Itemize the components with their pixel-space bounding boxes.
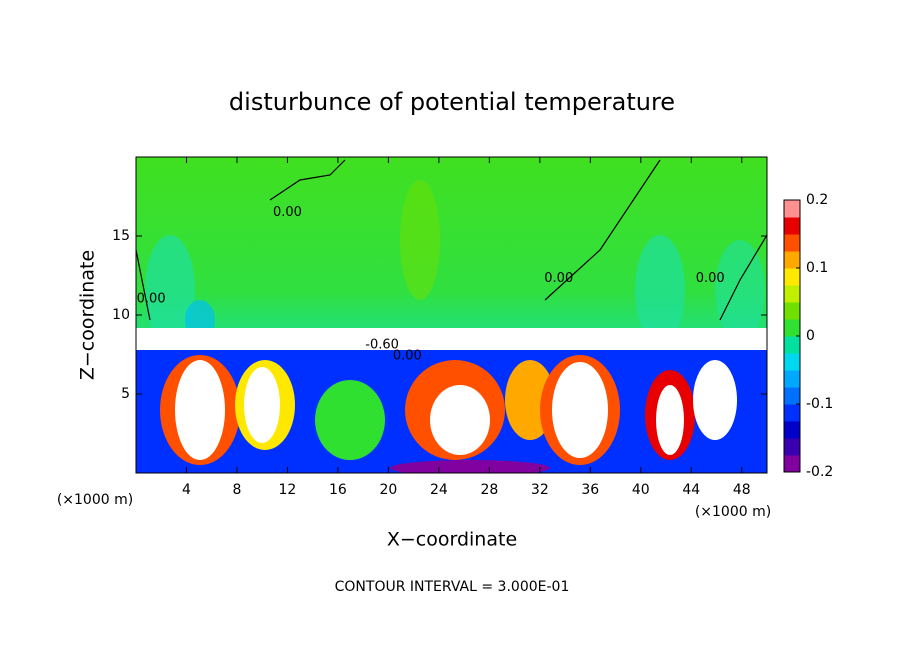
x-tick-label: 40 — [632, 482, 650, 498]
field-blob — [315, 380, 385, 460]
colorbar-swatch — [784, 302, 800, 320]
field-blob — [390, 460, 550, 473]
colorbar-swatch — [784, 336, 800, 354]
y-axis-label: Z−coordinate — [77, 250, 99, 380]
x-tick-label: 20 — [379, 482, 397, 498]
field-blob — [715, 240, 765, 340]
contour-label: 0.00 — [137, 292, 166, 307]
y-tick-label: 5 — [121, 386, 130, 402]
x-tick-label: 4 — [182, 482, 191, 498]
x-tick-label: 36 — [581, 482, 599, 498]
colorbar-swatch — [784, 455, 800, 473]
colorbar-swatch — [784, 421, 800, 439]
y-unit-label: (×1000 m) — [57, 492, 133, 508]
contour-line — [136, 159, 767, 321]
colorbar-swatch — [784, 268, 800, 286]
colorbar-swatch — [784, 370, 800, 388]
colorbar-swatch — [784, 319, 800, 337]
contour-label: 0.00 — [273, 205, 302, 220]
contour-label: 0.00 — [393, 349, 422, 364]
field-blob — [175, 360, 225, 460]
inversion-band — [136, 328, 767, 350]
x-tick-label: 24 — [430, 482, 448, 498]
x-tick-label: 8 — [232, 482, 241, 498]
x-axis-label: X−coordinate — [387, 529, 517, 551]
y-tick-label: 10 — [112, 307, 130, 323]
x-unit-label: (×1000 m) — [695, 504, 771, 520]
colorbar-tick-label: 0.2 — [806, 192, 828, 208]
chart-title: disturbunce of potential temperature — [229, 88, 675, 116]
x-tick-label: 44 — [682, 482, 700, 498]
x-tick-label: 16 — [329, 482, 347, 498]
colorbar-tick-label: 0 — [806, 328, 815, 344]
contour-label: 0.00 — [696, 271, 725, 286]
colorbar-tick-label: -0.1 — [806, 396, 833, 412]
x-tick-label: 28 — [480, 482, 498, 498]
colorbar-swatch — [784, 234, 800, 252]
field-blob — [635, 235, 685, 345]
field-blob — [145, 235, 195, 345]
colorbar-swatch — [784, 217, 800, 235]
colorbar-swatch — [784, 251, 800, 269]
x-tick-label: 12 — [279, 482, 297, 498]
field-blob — [693, 360, 737, 440]
field-blob — [430, 385, 490, 455]
y-tick-label: 15 — [112, 228, 130, 244]
field-blob — [552, 362, 608, 458]
field-blob — [656, 385, 684, 455]
colorbar-swatch — [784, 353, 800, 371]
colorbar-swatch — [784, 200, 800, 218]
field — [136, 157, 767, 473]
colorbar-swatch — [784, 438, 800, 456]
contour-label: 0.00 — [544, 271, 573, 286]
x-tick-label: 48 — [733, 482, 751, 498]
colorbar-tick-label: -0.2 — [806, 464, 833, 480]
colorbar-swatch — [784, 387, 800, 405]
colorbar-swatch — [784, 404, 800, 422]
field-blob — [400, 180, 440, 300]
colorbar-swatch — [784, 285, 800, 303]
x-tick-label: 32 — [531, 482, 549, 498]
footer-note: CONTOUR INTERVAL = 3.000E-01 — [335, 579, 570, 595]
contour-label: -0.60 — [365, 338, 399, 353]
field-blob — [244, 367, 280, 443]
colorbar-tick-label: 0.1 — [806, 260, 828, 276]
